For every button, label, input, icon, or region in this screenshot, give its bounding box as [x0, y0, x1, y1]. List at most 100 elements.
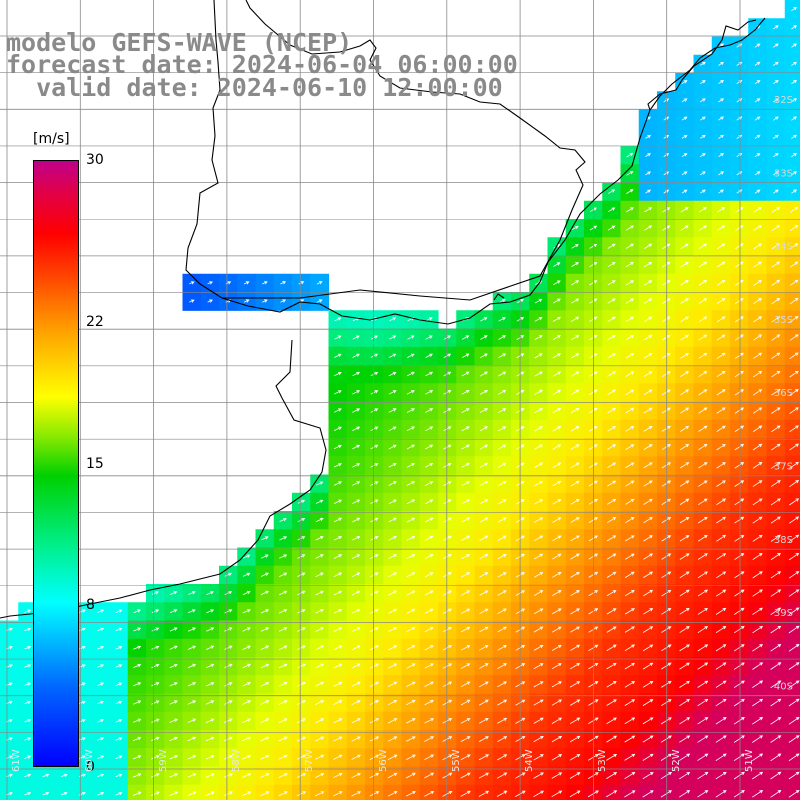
wind-speed-cell — [748, 438, 768, 457]
wind-arrow — [789, 498, 800, 506]
wind-arrow — [606, 772, 618, 779]
wind-arrow — [406, 390, 415, 395]
wind-speed-cell — [711, 693, 731, 713]
wind-arrow — [735, 225, 744, 231]
wind-speed-cell — [638, 547, 658, 567]
wind-arrow — [662, 225, 671, 231]
wind-arrow — [788, 662, 800, 670]
wind-arrow — [151, 591, 159, 595]
wind-speed-cell — [273, 784, 293, 800]
wind-arrow — [679, 571, 690, 579]
wind-arrow — [680, 425, 690, 432]
wind-arrow — [479, 572, 489, 578]
wind-speed-cell — [456, 748, 476, 768]
wind-arrow — [606, 790, 618, 798]
colorbar-unit: [m/s] — [33, 131, 70, 147]
wind-arrow — [551, 717, 563, 724]
wind-arrow — [206, 591, 214, 595]
wind-speed-cell — [456, 693, 476, 713]
wind-speed-cell — [565, 255, 585, 275]
wind-speed-cell — [693, 730, 713, 749]
wind-speed-cell — [419, 784, 439, 800]
wind-arrow — [624, 662, 636, 670]
wind-arrow — [679, 680, 691, 688]
wind-arrow — [715, 717, 727, 725]
wind-speed-cell — [401, 474, 421, 494]
latitude-label: 38S — [774, 535, 793, 546]
wind-arrow — [606, 699, 617, 706]
wind-arrow — [478, 736, 489, 742]
wind-speed-cell — [474, 730, 494, 749]
wind-speed-cell — [219, 711, 238, 731]
wind-speed-cell — [675, 784, 695, 800]
wind-arrow — [552, 517, 562, 523]
wind-arrow — [533, 645, 544, 651]
wind-arrow — [752, 644, 763, 652]
colorbar-tick-label: 22 — [86, 313, 104, 330]
wind-arrow — [189, 299, 195, 303]
wind-arrow — [370, 353, 379, 358]
wind-arrow — [552, 535, 562, 542]
wind-arrow — [642, 644, 654, 652]
wind-arrow — [698, 298, 708, 304]
wind-arrow — [352, 426, 361, 431]
wind-arrow — [425, 371, 434, 377]
wind-arrow — [772, 153, 779, 158]
wind-speed-cell — [365, 638, 384, 658]
wind-speed-cell — [529, 693, 549, 713]
wind-arrow — [624, 735, 636, 743]
wind-arrow — [169, 791, 179, 796]
wind-speed-cell — [127, 766, 147, 786]
wind-arrow — [424, 499, 434, 505]
colorbar — [33, 160, 79, 767]
wind-speed-cell — [565, 547, 585, 567]
wind-speed-cell — [547, 748, 567, 768]
wind-arrow — [479, 535, 489, 541]
wind-arrow — [571, 244, 579, 249]
wind-arrow — [680, 261, 689, 268]
wind-speed-cell — [492, 438, 512, 457]
wind-speed-cell — [602, 292, 622, 311]
wind-arrow — [460, 790, 471, 797]
wind-arrow — [534, 426, 543, 432]
wind-speed-cell — [602, 547, 622, 567]
wind-arrow — [734, 607, 745, 615]
wind-speed-cell — [328, 766, 348, 786]
wind-speed-cell — [164, 748, 184, 768]
wind-arrow — [461, 535, 471, 541]
wind-speed-cell — [164, 638, 184, 658]
wind-arrow — [425, 408, 434, 413]
wind-arrow — [643, 553, 654, 560]
wind-arrow — [698, 462, 708, 469]
longitude-label: 59W — [157, 749, 169, 772]
wind-arrow — [606, 717, 617, 725]
wind-arrow — [243, 299, 250, 303]
wind-arrow — [533, 735, 544, 743]
wind-speed-cell — [346, 730, 366, 749]
wind-speed-cell — [419, 365, 439, 384]
wind-speed-cell — [200, 784, 220, 800]
longitude-label: 51W — [744, 749, 755, 772]
wind-arrow — [624, 589, 635, 597]
wind-speed-cell — [419, 438, 439, 457]
wind-arrow — [662, 334, 671, 341]
wind-speed-cell — [182, 602, 202, 622]
wind-arrow — [479, 426, 489, 432]
wind-arrow — [497, 535, 507, 541]
wind-speed-cell — [711, 328, 731, 348]
wind-arrow — [496, 772, 508, 779]
wind-speed-cell — [602, 584, 622, 603]
wind-arrow — [115, 700, 123, 705]
wind-speed-cell — [730, 36, 749, 56]
wind-arrow — [460, 718, 471, 724]
wind-speed-cell — [711, 383, 731, 403]
wind-speed-cell — [602, 456, 622, 476]
wind-arrow — [115, 773, 123, 778]
wind-speed-cell — [711, 766, 731, 786]
wind-speed-cell — [711, 529, 731, 549]
wind-speed-cell — [602, 273, 622, 293]
wind-arrow — [479, 517, 489, 523]
wind-arrow — [734, 443, 745, 451]
wind-speed-cell — [547, 255, 567, 275]
wind-arrow — [461, 371, 470, 377]
